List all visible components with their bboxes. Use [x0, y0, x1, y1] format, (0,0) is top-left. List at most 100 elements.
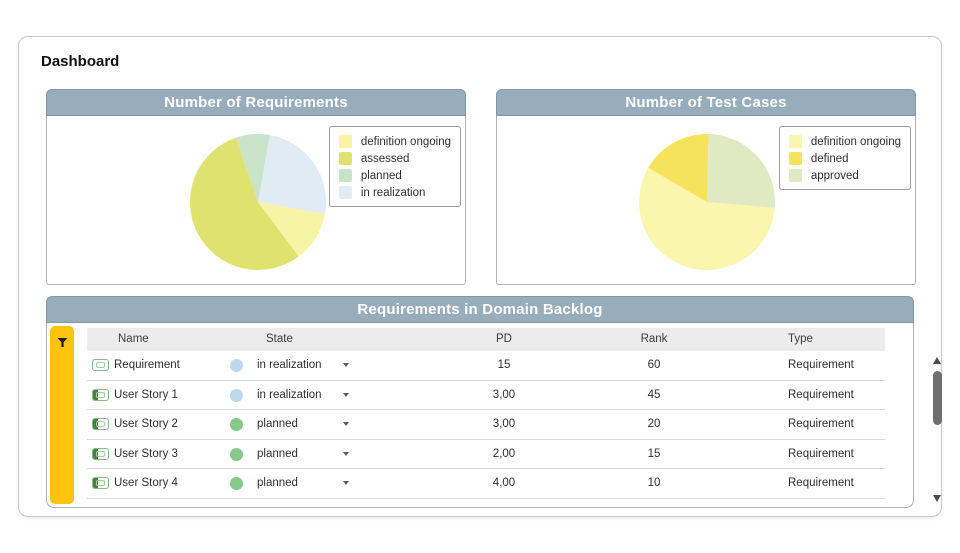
- cell-name: User Story 3: [114, 447, 178, 460]
- cell-type: Requirement: [788, 418, 854, 431]
- requirement-card-icon: [92, 418, 109, 431]
- column-header-state[interactable]: State: [266, 333, 293, 345]
- state-dot: [230, 447, 243, 461]
- requirement-card-icon: [92, 477, 109, 490]
- column-header-pd[interactable]: PD: [496, 333, 512, 345]
- filter-bar: [50, 326, 74, 504]
- requirements-chart-panel: Number of Requirements definition ongoin…: [46, 89, 466, 285]
- requirement-card-icon: [92, 359, 109, 371]
- legend-item: definition ongoing: [788, 133, 901, 150]
- legend-item: in realization: [338, 184, 451, 201]
- cell-pd: 3,00: [492, 388, 516, 401]
- cell-type: Requirement: [788, 477, 854, 490]
- cell-pd: 2,00: [492, 447, 516, 460]
- backlog-table-title: Requirements in Domain Backlog: [46, 296, 914, 323]
- legend-label: definition ongoing: [360, 135, 451, 148]
- legend-label: in realization: [360, 186, 426, 199]
- cell-state: planned: [257, 418, 298, 431]
- cell-rank: 15: [647, 447, 661, 460]
- legend-swatch: [788, 152, 802, 165]
- vertical-scrollbar[interactable]: [931, 355, 944, 502]
- pie-slice-planned: [236, 133, 270, 202]
- requirements-chart-body: definition ongoing assessed planned in real…: [46, 116, 466, 285]
- legend-label: assessed: [360, 152, 410, 165]
- legend-swatch: [338, 169, 352, 182]
- pie-slice-defined: [648, 133, 709, 202]
- cell-pd: 4,00: [492, 477, 516, 490]
- state-dropdown-icon[interactable]: [343, 451, 349, 456]
- table-rows: Requirement in realization 15 60 Require…: [87, 351, 885, 499]
- pie-slice-definition-ongoing: [258, 202, 325, 257]
- cell-state: in realization: [257, 359, 322, 371]
- legend-label: defined: [810, 152, 849, 165]
- table-row[interactable]: User Story 3 planned 2,00 15 Requirement: [87, 440, 885, 470]
- cell-rank: 60: [647, 359, 661, 371]
- cell-type: Requirement: [788, 447, 854, 460]
- testcases-chart-legend: definition ongoing defined approved: [778, 126, 911, 190]
- legend-label: approved: [810, 169, 859, 182]
- cell-name: Requirement: [114, 359, 180, 371]
- cell-type: Requirement: [788, 388, 854, 401]
- state-dot: [230, 359, 243, 372]
- state-dropdown-icon[interactable]: [343, 363, 349, 367]
- table-header-row: Name State PD Rank Type: [87, 328, 885, 351]
- page-title: Dashboard: [41, 53, 120, 70]
- backlog-table-panel: Requirements in Domain Backlog Name Stat…: [46, 296, 942, 508]
- legend-item: assessed: [338, 150, 451, 167]
- cell-state: planned: [257, 477, 298, 490]
- table-row[interactable]: Requirement in realization 15 60 Require…: [87, 351, 885, 381]
- cell-state: planned: [257, 447, 298, 460]
- state-dropdown-icon[interactable]: [343, 481, 349, 486]
- state-dot: [230, 388, 243, 402]
- backlog-table-body: Name State PD Rank Type Requirement in r…: [46, 323, 942, 508]
- column-header-rank[interactable]: Rank: [640, 333, 668, 345]
- pie-slice-definition-ongoing: [638, 167, 775, 270]
- cell-type: Requirement: [788, 359, 854, 371]
- scrollbar-thumb[interactable]: [933, 371, 942, 425]
- scroll-up-icon[interactable]: [933, 357, 941, 364]
- state-dot: [230, 418, 243, 432]
- legend-label: planned: [360, 169, 402, 182]
- cell-rank: 20: [647, 418, 661, 431]
- dashboard-card: Dashboard Number of Requirements definit…: [18, 36, 942, 517]
- pie-slice-assessed: [189, 137, 299, 271]
- table-row[interactable]: User Story 4 planned 4,00 10 Requirement: [87, 469, 885, 499]
- requirement-card-icon: [92, 388, 109, 401]
- legend-item: approved: [788, 167, 901, 184]
- requirements-pie-chart: [188, 132, 328, 272]
- filter-funnel-icon[interactable]: [57, 337, 68, 348]
- requirements-chart-legend: definition ongoing assessed planned in real…: [328, 126, 461, 207]
- column-header-type[interactable]: Type: [788, 333, 813, 345]
- legend-item: definition ongoing: [338, 133, 451, 150]
- cell-pd: 3,00: [492, 418, 516, 431]
- requirement-card-icon: [92, 447, 109, 460]
- cell-state: in realization: [257, 388, 322, 401]
- column-header-name[interactable]: Name: [118, 333, 149, 345]
- state-dropdown-icon[interactable]: [343, 422, 349, 427]
- cell-pd: 15: [497, 359, 511, 371]
- cell-rank: 45: [647, 388, 661, 401]
- legend-item: planned: [338, 167, 451, 184]
- state-dot: [230, 477, 243, 491]
- legend-label: definition ongoing: [810, 135, 901, 148]
- legend-swatch: [788, 169, 802, 182]
- legend-swatch: [338, 152, 352, 165]
- state-dropdown-icon[interactable]: [343, 392, 349, 397]
- requirements-chart-title: Number of Requirements: [46, 89, 466, 116]
- legend-swatch: [788, 135, 802, 148]
- cell-name: User Story 4: [114, 477, 178, 490]
- testcases-pie-chart: [637, 132, 777, 272]
- cell-name: User Story 2: [114, 418, 178, 431]
- testcases-chart-panel: Number of Test Cases definition ongoing d…: [496, 89, 916, 285]
- backlog-grid: Name State PD Rank Type Requirement in r…: [87, 323, 942, 508]
- cell-rank: 10: [647, 477, 661, 490]
- legend-item: defined: [788, 150, 901, 167]
- pie-slice-approved: [707, 134, 775, 208]
- table-row[interactable]: User Story 2 planned 3,00 20 Requirement: [87, 410, 885, 440]
- scroll-down-icon[interactable]: [933, 495, 941, 502]
- cell-name: User Story 1: [114, 388, 178, 401]
- testcases-chart-body: definition ongoing defined approved: [496, 116, 916, 285]
- table-row[interactable]: User Story 1 in realization 3,00 45 Requ…: [87, 381, 885, 411]
- pie-slice-in-realization: [258, 135, 327, 214]
- legend-swatch: [338, 186, 352, 199]
